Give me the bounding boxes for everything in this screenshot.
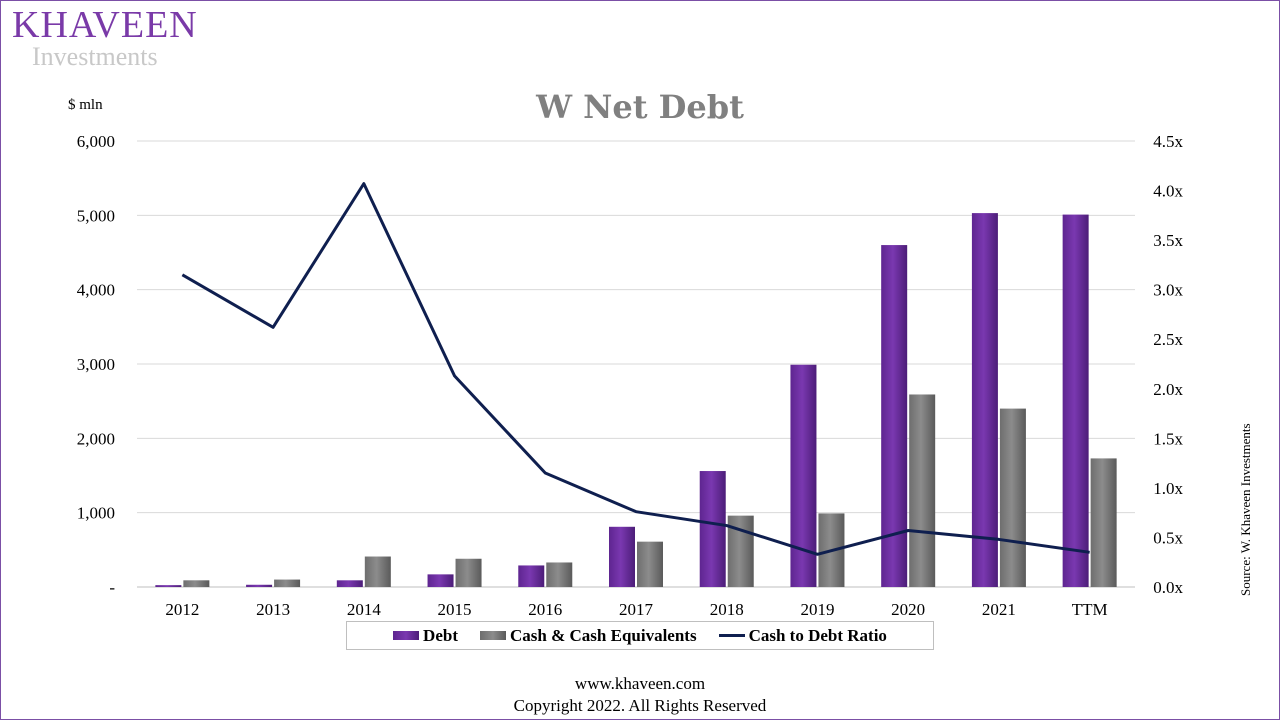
y2-tick-label: 3.5x [1153,231,1183,250]
footer-copyright: Copyright 2022. All Rights Reserved [513,696,767,715]
bar-debt [881,245,908,588]
chart-legend: Debt Cash & Cash Equivalents Cash to Deb… [346,621,934,650]
y-tick-label: 5,000 [77,206,115,225]
y2-tick-label: 2.0x [1153,380,1183,399]
y-tick-label: 4,000 [77,281,115,300]
x-tick-label: 2016 [528,600,562,619]
bar-debt [336,580,363,587]
brand-logo: KHAVEEN [12,4,198,46]
legend-item-ratio: Cash to Debt Ratio [718,625,887,646]
y2-tick-label: 1.5x [1153,429,1183,448]
bar-cash [1090,458,1117,587]
x-tick-label: 2017 [619,600,654,619]
bar-cash [364,556,391,587]
y2-tick-label: 0.0x [1153,578,1183,597]
legend-swatch-ratio [718,634,745,637]
y-axis-unit-label: $ mln [68,97,103,113]
bar-debt [427,574,454,587]
x-tick-label: 2021 [982,600,1016,619]
bar-debt [609,526,635,587]
y2-tick-label: 2.5x [1153,330,1183,349]
footer-website: www.khaveen.com [574,674,706,693]
bar-debt [1062,214,1089,587]
legend-label-debt: Debt [423,625,458,645]
source-note: Source: W. Khaveen Investments [1238,423,1253,596]
legend-label-cash: Cash & Cash Equivalents [510,625,697,645]
x-tick-label: 2012 [165,600,199,619]
y-tick-label: 3,000 [77,355,115,374]
y2-tick-label: 4.0x [1153,182,1183,201]
brand-sub: Investments [32,42,158,71]
y2-tick-label: 4.5x [1153,132,1183,151]
bar-cash [909,394,936,587]
y-tick-label: 6,000 [77,132,115,151]
x-tick-label: 2013 [256,600,290,619]
x-tick-label: 2014 [347,600,382,619]
bar-debt [518,565,545,587]
bar-cash [637,541,663,587]
legend-item-cash: Cash & Cash Equivalents [480,626,697,646]
bar-debt [155,585,182,587]
bar-cash [183,580,210,587]
bar-cash [274,579,301,587]
legend-item-debt: Debt [393,626,458,646]
y-tick-label: 1,000 [77,504,115,523]
y2-tick-label: 3.0x [1153,281,1183,300]
y2-tick-label: 0.5x [1153,528,1183,547]
bar-cash [546,562,573,587]
chart-title: W Net Debt [536,88,744,126]
bar-debt [246,584,273,587]
bar-cash [455,558,482,587]
bar-cash [999,408,1026,587]
x-tick-label: 2019 [800,600,834,619]
x-tick-label: 2020 [891,600,925,619]
legend-label-ratio: Cash to Debt Ratio [748,625,887,645]
y-tick-label: - [109,578,115,597]
bar-debt [971,213,998,587]
x-tick-label: 2018 [710,600,744,619]
x-tick-label: 2015 [438,600,472,619]
y2-tick-label: 1.0x [1153,479,1183,498]
ratio-line [181,182,1090,556]
legend-swatch-cash [480,631,506,640]
x-tick-label: TTM [1072,600,1108,619]
bar-debt [699,471,726,587]
legend-swatch-debt [393,631,420,640]
y-tick-label: 2,000 [77,429,115,448]
